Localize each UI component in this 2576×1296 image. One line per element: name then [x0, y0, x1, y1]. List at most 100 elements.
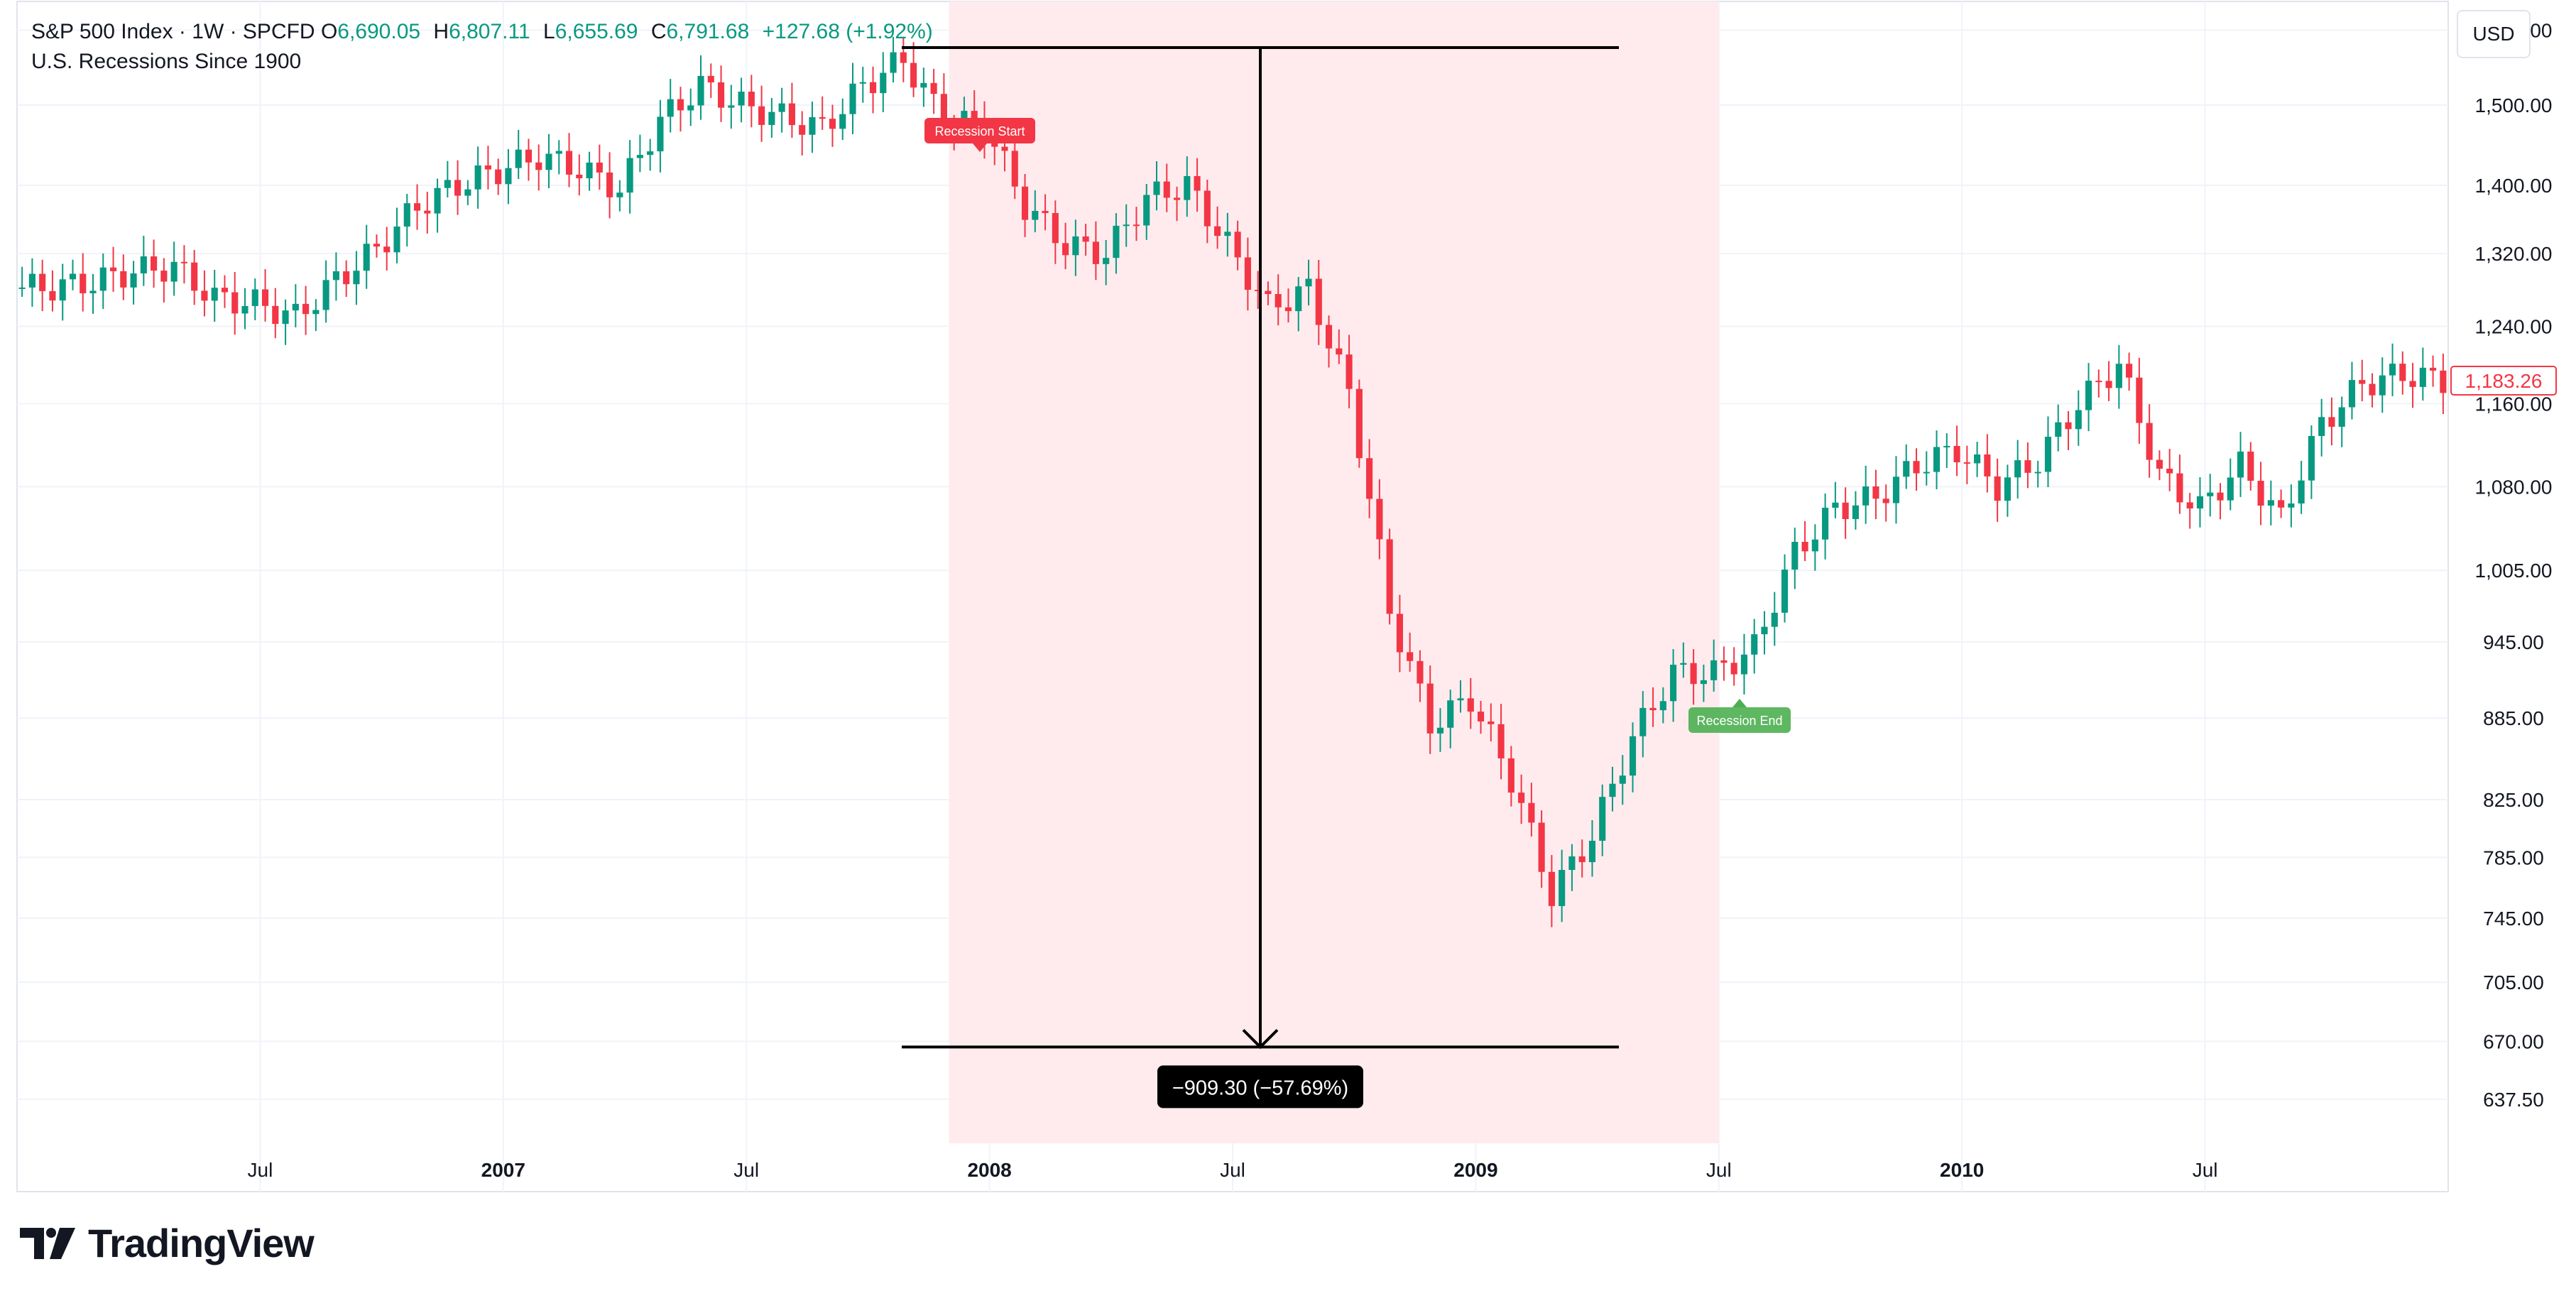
- candle-body: [1629, 736, 1637, 776]
- candle-body: [474, 165, 481, 190]
- price-tick-label: 885.00: [2483, 707, 2544, 729]
- candle-body: [2348, 380, 2356, 408]
- last-price-label: 1,183.26: [2465, 370, 2543, 392]
- price-tick-label: 825.00: [2483, 789, 2544, 811]
- candle-body: [2055, 422, 2062, 437]
- candle-body: [1497, 724, 1505, 758]
- candle-body: [292, 303, 299, 311]
- candle-body: [1903, 461, 1910, 477]
- candle-body: [89, 290, 97, 293]
- currency-button[interactable]: USD: [2457, 10, 2531, 58]
- candle-body: [2176, 473, 2183, 503]
- candle-body: [1730, 663, 1737, 675]
- candle-body: [525, 149, 533, 163]
- candle-body: [555, 151, 562, 154]
- candle-body: [799, 125, 806, 135]
- candle-body: [1963, 462, 1970, 464]
- candle-body: [1771, 612, 1778, 627]
- candle-body: [1923, 472, 1930, 474]
- candle-body: [413, 203, 421, 211]
- candle-body: [1822, 507, 1829, 540]
- candle-body: [768, 111, 775, 125]
- candle-body: [1700, 680, 1707, 685]
- measure-arrow-head: [1242, 1028, 1279, 1050]
- candle-body: [180, 261, 187, 263]
- legend-indicator[interactable]: U.S. Recessions Since 1900: [31, 50, 302, 73]
- recession-start-label: Recession Start: [934, 124, 1025, 138]
- candle-body: [1619, 775, 1626, 784]
- candle-body: [312, 310, 320, 315]
- candle-body: [1477, 712, 1485, 721]
- time-tick-label: Jul: [1220, 1159, 1245, 1181]
- candle-body: [2004, 477, 2011, 501]
- recession-start-pointer: [973, 143, 987, 152]
- legend-open-label: O: [320, 20, 338, 43]
- candle-body: [39, 273, 46, 291]
- candle-body: [2328, 417, 2335, 427]
- price-axis[interactable]: 1,600.001,500.001,400.001,320.001,240.00…: [2475, 19, 2553, 1110]
- candle-body: [707, 75, 714, 82]
- candle-body: [1153, 181, 1160, 195]
- candle-body: [2440, 370, 2447, 393]
- legend-ohlc-row: S&P 500 Index · 1W · SPCFD O6,690.05 H6,…: [31, 17, 940, 47]
- legend-symbol[interactable]: S&P 500 Index · 1W · SPCFD: [31, 20, 315, 43]
- candle-body: [2085, 381, 2092, 410]
- candle-body: [201, 290, 208, 301]
- candle-body: [282, 310, 289, 325]
- legend-change: +127.68 (+1.92%): [762, 20, 933, 43]
- candle-body: [1588, 840, 1596, 863]
- measure-tool[interactable]: −909.30 (−57.69%): [902, 46, 1619, 1109]
- time-tick-label: 2008: [967, 1159, 1011, 1181]
- candle-body: [18, 287, 26, 289]
- candle-body: [717, 82, 725, 108]
- candle-body: [2044, 437, 2052, 472]
- candle-body: [1315, 278, 1322, 325]
- candle-body: [2126, 364, 2133, 378]
- candle-body: [2298, 480, 2305, 504]
- candle-body: [1123, 224, 1130, 227]
- candle-body: [454, 180, 462, 196]
- candle-body: [1680, 663, 1687, 665]
- candle-body: [109, 267, 117, 271]
- time-tick-label: 2007: [481, 1159, 525, 1181]
- candle-body: [1751, 634, 1758, 655]
- candle-body: [2196, 496, 2204, 508]
- candle-body: [1599, 797, 1606, 841]
- price-tick-label: 1,500.00: [2475, 94, 2553, 116]
- candle-body: [636, 155, 643, 158]
- candle-body: [616, 192, 623, 197]
- candle-body: [1548, 871, 1555, 906]
- candle-body: [2267, 500, 2274, 506]
- candle-body: [545, 153, 552, 170]
- legend-high-label: H: [433, 20, 449, 43]
- candle-body: [900, 52, 907, 63]
- tradingview-logo[interactable]: TradingView: [20, 1220, 315, 1266]
- candle-body: [241, 305, 249, 314]
- candle-body: [1670, 665, 1677, 702]
- candle-body: [1011, 151, 1018, 187]
- candle-body: [1488, 721, 1495, 724]
- legend-open-value: 6,690.05: [337, 20, 421, 43]
- candle-body: [484, 165, 491, 170]
- time-axis[interactable]: Jul 2007 Jul 2008 Jul 2009 Jul 2010 Jul: [248, 1159, 2218, 1181]
- candle-body: [677, 99, 684, 111]
- candle-body: [1355, 388, 1363, 459]
- candle-body: [1143, 195, 1150, 226]
- candle-body: [1761, 626, 1768, 635]
- candle-body: [2288, 503, 2295, 508]
- candle-body: [1224, 232, 1231, 236]
- candle-body: [809, 116, 816, 135]
- legend-close-label: C: [650, 20, 667, 43]
- recession-end-tag: [1688, 707, 1791, 733]
- candle-body: [151, 256, 158, 271]
- time-tick-label: Jul: [1706, 1159, 1732, 1181]
- candle-body: [1072, 236, 1079, 256]
- candle-body: [130, 273, 137, 288]
- candle-body: [464, 189, 471, 196]
- candle-body: [1032, 210, 1039, 220]
- candle-body: [49, 290, 56, 301]
- candle-body: [353, 271, 360, 285]
- candle-body: [1021, 186, 1029, 220]
- candle-body: [191, 262, 198, 291]
